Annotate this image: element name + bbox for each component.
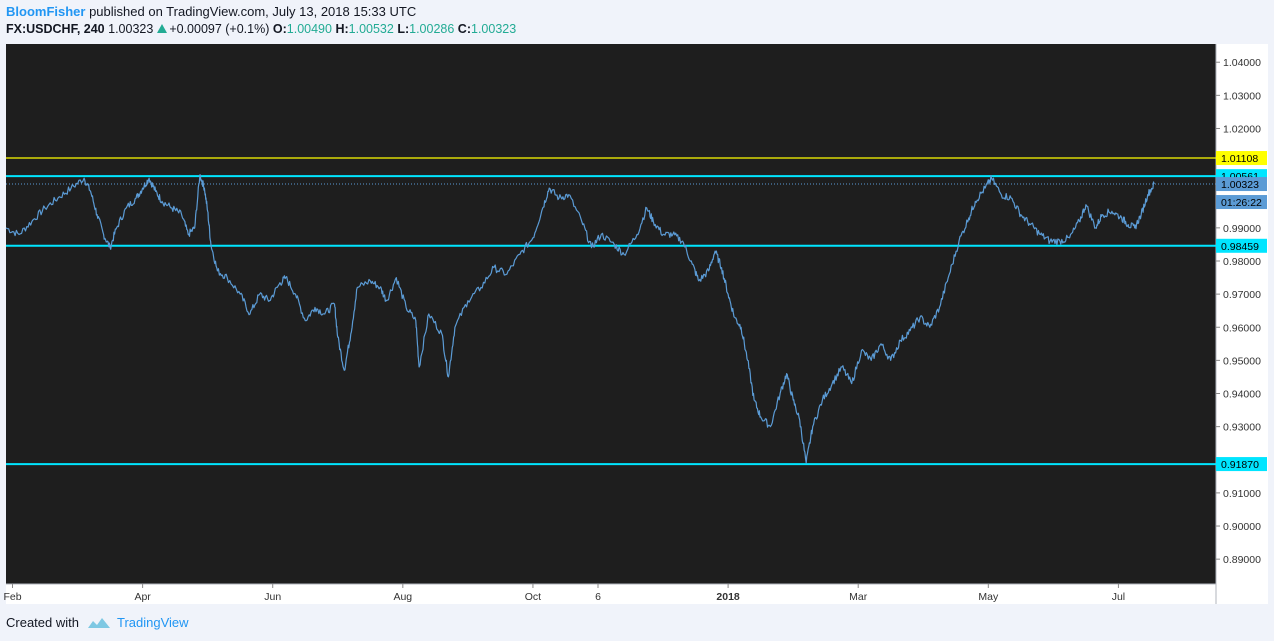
tradingview-link[interactable]: TradingView bbox=[116, 615, 189, 630]
symbol-label: FX:USDCHF, 240 bbox=[6, 22, 105, 36]
countdown-tag bbox=[1216, 195, 1267, 210]
high-value: 1.00532 bbox=[348, 22, 394, 36]
created-with-text: Created with bbox=[6, 615, 79, 630]
close-value: 1.00323 bbox=[471, 22, 517, 36]
published-text: published on TradingView.com, July 13, 2… bbox=[85, 4, 417, 19]
x-tick-label: Mar bbox=[849, 591, 868, 603]
countdown-label: 01:26:22 bbox=[1221, 197, 1262, 209]
tradingview-logo-icon[interactable] bbox=[87, 616, 111, 630]
x-tick-label: Aug bbox=[393, 591, 412, 603]
y-tick-label: 0.94000 bbox=[1223, 389, 1261, 401]
price-axis[interactable] bbox=[1216, 44, 1268, 604]
y-tick-label: 0.99000 bbox=[1223, 223, 1261, 235]
price-chart[interactable]: 1.04000 1.03000 1.02000 0.99000 0.98000 0.970… bbox=[0, 42, 1274, 607]
x-tick-label: 6 bbox=[595, 591, 601, 603]
low-value: 1.00286 bbox=[409, 22, 455, 36]
publisher-line: BloomFisher published on TradingView.com… bbox=[6, 4, 416, 19]
level-price-tag bbox=[1216, 151, 1267, 166]
open-value: 1.00490 bbox=[286, 22, 332, 36]
y-tick-label: 0.89000 bbox=[1223, 554, 1261, 566]
x-tick-label: Jul bbox=[1112, 591, 1125, 603]
x-tick-label: Jun bbox=[264, 591, 281, 603]
low-label: L: bbox=[397, 22, 410, 36]
up-arrow-icon bbox=[157, 24, 168, 33]
y-tick-label: 1.02000 bbox=[1223, 123, 1261, 135]
open-label: O: bbox=[272, 22, 287, 36]
x-tick-label: 2018 bbox=[716, 591, 740, 603]
x-tick-label: Oct bbox=[525, 591, 541, 603]
y-tick-label: 0.96000 bbox=[1223, 322, 1261, 334]
y-tick-label: 0.95000 bbox=[1223, 355, 1261, 367]
change-value: +0.00097 (+0.1%) bbox=[169, 22, 270, 36]
price-series-line bbox=[5, 174, 1155, 464]
level-price-label: 0.91870 bbox=[1221, 459, 1259, 471]
y-tick-label: 0.97000 bbox=[1223, 289, 1261, 301]
y-tick-label: 0.98000 bbox=[1223, 256, 1261, 268]
symbol-line: FX:USDCHF, 240 1.00323 +0.00097 (+0.1%) O… bbox=[6, 22, 516, 36]
time-axis[interactable] bbox=[6, 584, 1216, 604]
author-link[interactable]: BloomFisher bbox=[6, 4, 86, 19]
level-price-tag bbox=[1216, 238, 1267, 253]
x-tick-label: Feb bbox=[3, 591, 21, 603]
last-price: 1.00323 bbox=[108, 22, 154, 36]
level-price-label: 0.98459 bbox=[1221, 241, 1259, 253]
plot-area[interactable] bbox=[6, 44, 1216, 584]
y-tick-label: 0.91000 bbox=[1223, 488, 1261, 500]
y-tick-label: 1.04000 bbox=[1223, 57, 1261, 69]
footer: Created with TradingView bbox=[6, 615, 189, 630]
x-tick-label: Apr bbox=[134, 591, 151, 603]
close-label: C: bbox=[457, 22, 471, 36]
y-tick-label: 1.03000 bbox=[1223, 90, 1261, 102]
last-price-tag bbox=[1216, 177, 1267, 192]
level-price-label: 1.01108 bbox=[1221, 153, 1258, 165]
x-tick-label: May bbox=[978, 591, 999, 603]
y-tick-label: 0.90000 bbox=[1223, 521, 1261, 533]
last-price-label: 1.00323 bbox=[1221, 179, 1259, 191]
y-tick-label: 0.93000 bbox=[1223, 422, 1261, 434]
high-label: H: bbox=[335, 22, 349, 36]
level-price-tag bbox=[1216, 457, 1267, 472]
